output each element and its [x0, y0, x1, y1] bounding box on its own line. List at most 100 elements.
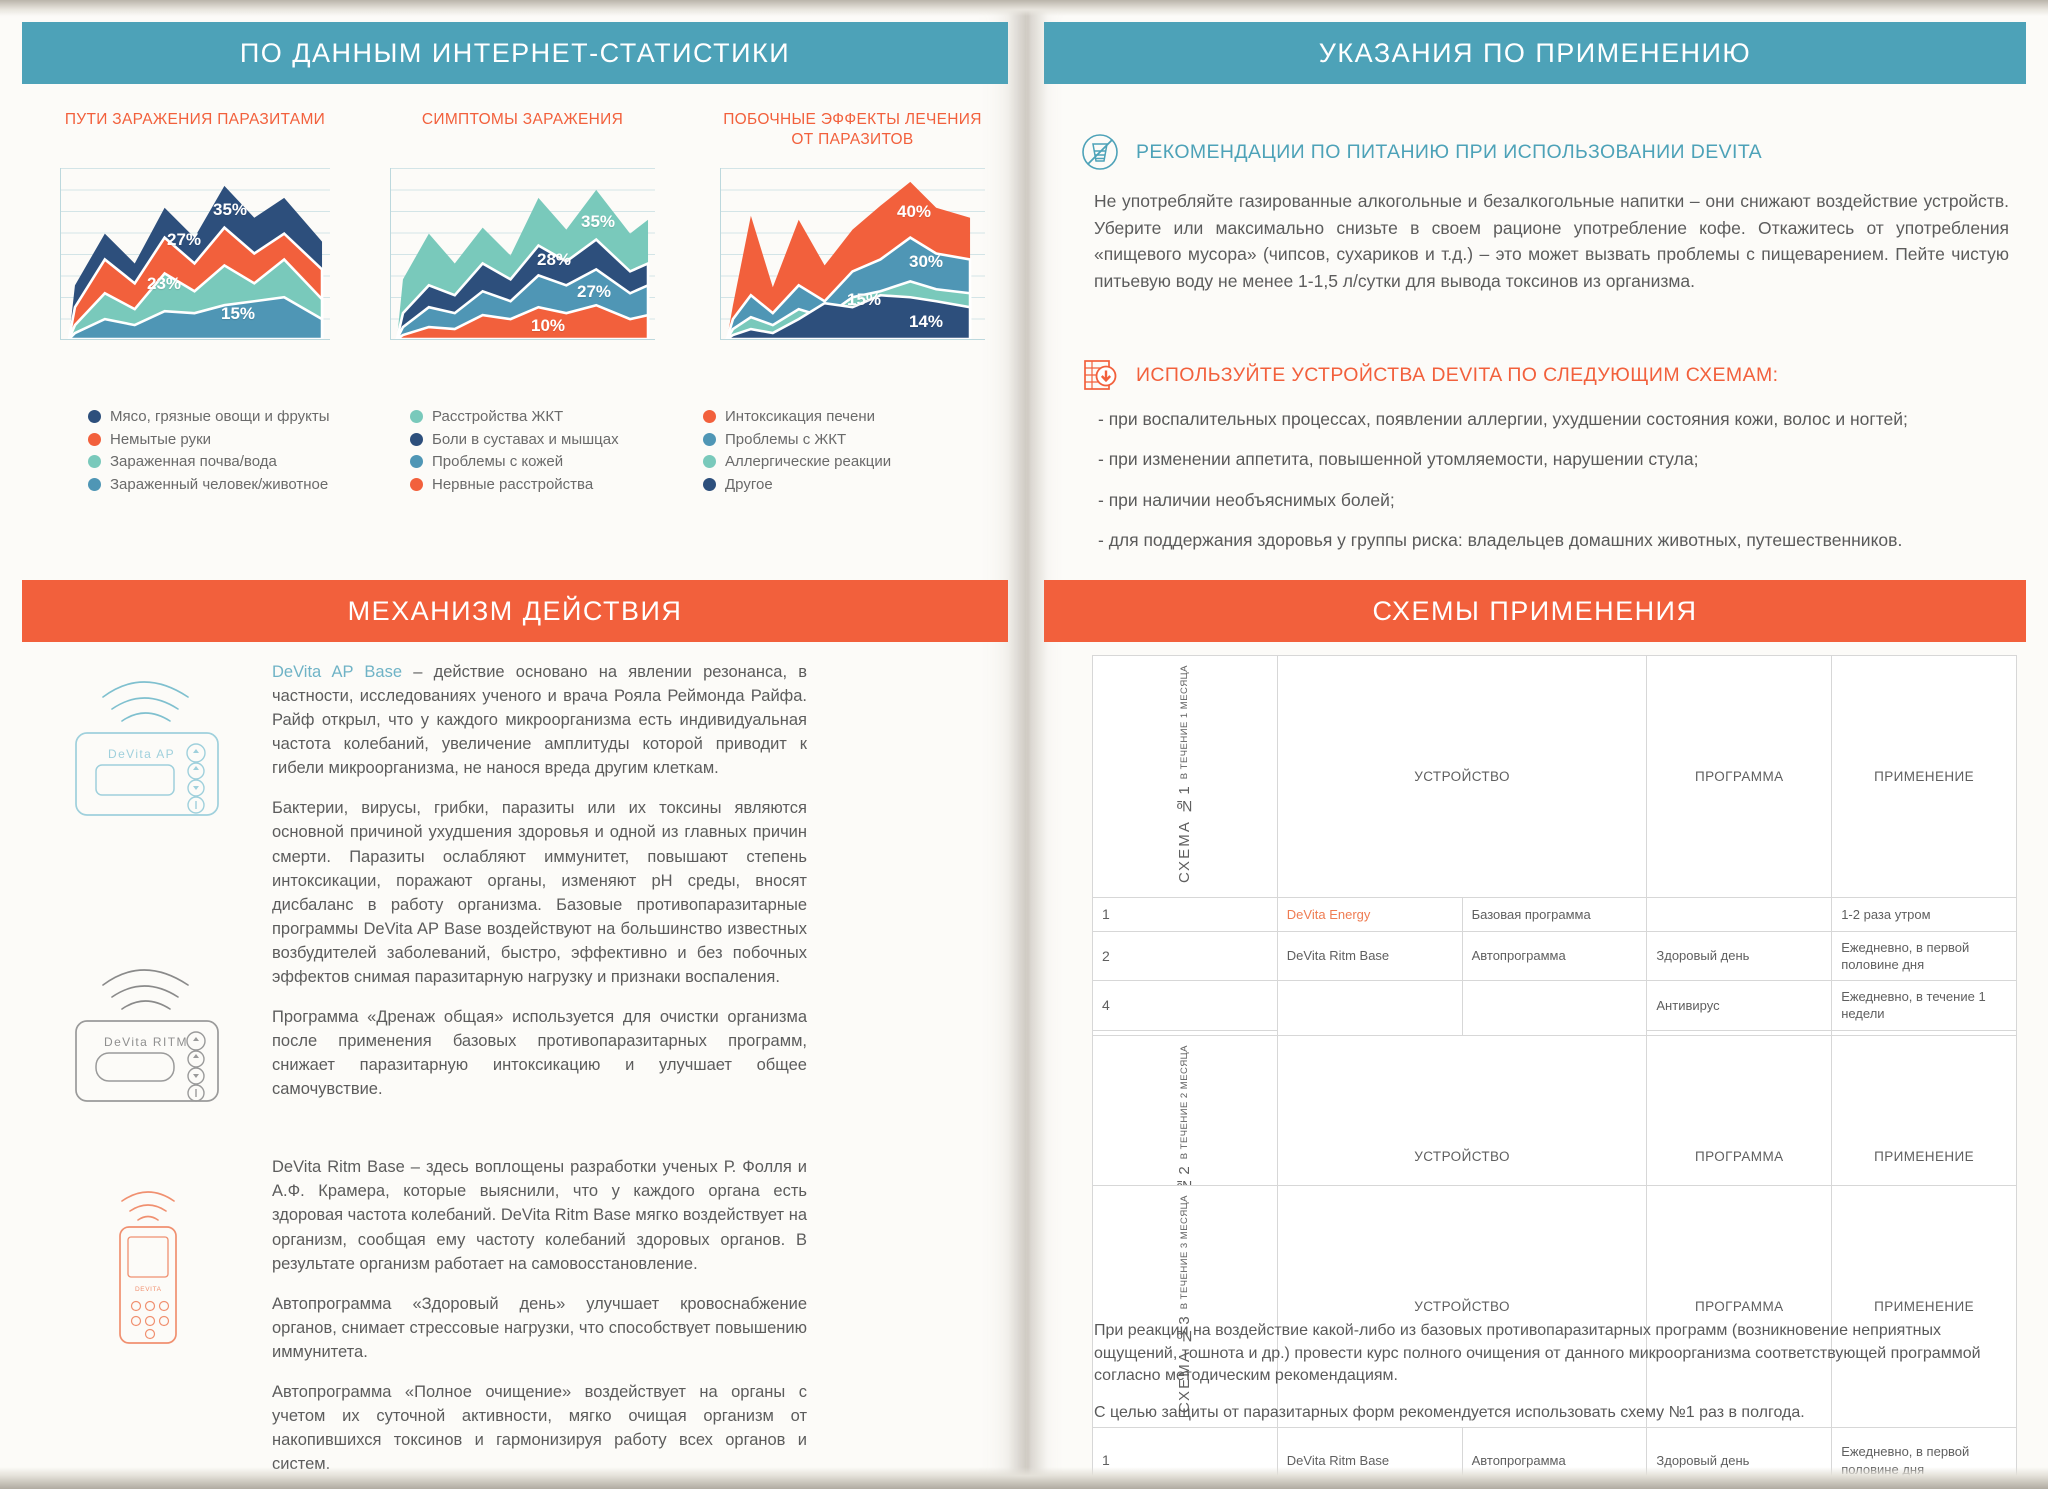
mechanism-body: DeVita AP Base – действие основано на яв… — [272, 660, 807, 1489]
legend-dot-icon — [88, 455, 101, 468]
row-program — [1646, 897, 1833, 932]
devita-energy-device-illustration: DEVITA — [88, 1175, 208, 1355]
banner-usage: УКАЗАНИЯ ПО ПРИМЕНЕНИЮ — [1044, 22, 2026, 84]
legend-label: Боли в суставах и мышцах — [432, 430, 619, 448]
chart-plot-area: 40% 30% 15% 14% — [720, 168, 985, 340]
legend-item: Проблемы с ЖКТ — [703, 431, 891, 448]
schedule-download-icon — [1080, 355, 1120, 395]
legend-item: Интоксикация печени — [703, 408, 891, 425]
legend-label: Мясо, грязные овощи и фрукты — [110, 408, 330, 425]
legend-item: Мясо, грязные овощи и фрукты — [88, 408, 330, 425]
chart-infection-routes: ПУТИ ЗАРАЖЕНИЯ ПАРАЗИТАМИ 35% 27% 23% 15… — [60, 110, 330, 340]
row-program: Антивирус — [1646, 980, 1833, 1031]
mechanism-paragraph-healthyday: Автопрограмма «Здоровый день» улучшает к… — [272, 1294, 807, 1361]
legend-item: Нервные расстройства — [410, 476, 619, 493]
legend-dot-icon — [88, 410, 101, 423]
legend-item: Проблемы с кожей — [410, 453, 619, 470]
footnote-paragraph: При реакции на воздействие какой-либо из… — [1094, 1322, 1981, 1385]
device-brand-text: DEVITA — [135, 1286, 162, 1293]
nutrition-paragraph: Не употребляйте газированные алкогольные… — [1094, 191, 2009, 291]
chart-areas — [67, 185, 324, 339]
row-number: 1 — [1092, 897, 1278, 932]
legend-item: Расстройства ЖКТ — [410, 408, 619, 425]
footnote-paragraph: С целью защиты от паразитарных форм реко… — [1094, 1404, 1805, 1422]
table-header-row: СХЕМА №1 В ТЕЧЕНИЕ 1 МЕСЯЦА УСТРОЙСТВО П… — [1092, 655, 2017, 898]
table-row: 1 DeVita Energy Базовая программа 1-2 ра… — [1092, 897, 2017, 932]
chart-plot-area: 35% 28% 27% 10% — [390, 168, 655, 340]
row-program-type: Базовая программа — [1461, 897, 1648, 932]
row-device: DeVita Energy — [1276, 897, 1463, 932]
legend-dot-icon — [703, 455, 716, 468]
schemes-footnote: При реакции на воздействие какой-либо из… — [1094, 1320, 2014, 1439]
device-brand-text: DeVita RITM — [104, 1035, 188, 1049]
legend-dot-icon — [410, 455, 423, 468]
row-apply: 1-2 раза утром — [1831, 897, 2017, 932]
row-apply: Ежедневно, в первой половине дня — [1831, 930, 2017, 982]
mechanism-paragraph-ritm: DeVita Ritm Base – здесь воплощены разра… — [272, 1158, 807, 1273]
usage-heading: ИСПОЛЬЗУЙТЕ УСТРОЙСТВА DEVITA ПО СЛЕДУЮЩ… — [1136, 363, 1779, 386]
usage-heading-row: ИСПОЛЬЗУЙТЕ УСТРОЙСТВА DEVITA ПО СЛЕДУЮЩ… — [1080, 355, 1778, 395]
legend-item: Другое — [703, 476, 891, 493]
chart-legends: Мясо, грязные овощи и фрукты Немытые рук… — [88, 408, 1008, 498]
banner-mechanism: МЕХАНИЗМ ДЕЙСТВИЯ — [22, 580, 1008, 642]
banner-statistics-label: ПО ДАННЫМ ИНТЕРНЕТ-СТАТИСТИКИ — [239, 37, 791, 68]
banner-schemes: СХЕМЫ ПРИМЕНЕНИЯ — [1044, 580, 2026, 642]
legend-label: Зараженная почва/вода — [110, 453, 277, 470]
legend-label: Интоксикация печени — [725, 408, 875, 425]
mechanism-paragraph-ap: DeVita AP Base – действие основано на яв… — [272, 660, 807, 780]
device-brand-text: DeVita AP — [108, 747, 175, 761]
legend-label: Расстройства ЖКТ — [432, 408, 564, 425]
col-device: УСТРОЙСТВО — [1276, 655, 1648, 898]
usage-list-item: - при наличии необъяснимых болей; — [1098, 489, 1395, 510]
legend-dot-icon — [410, 477, 423, 491]
mechanism-paragraph-bacteria: Бактерии, вирусы, грибки, паразиты или и… — [272, 799, 807, 986]
legend-label: Проблемы с кожей — [432, 453, 564, 470]
usage-list-item: - для поддержания здоровья у группы риск… — [1098, 530, 1903, 551]
banner-schemes-label: СХЕМЫ ПРИМЕНЕНИЯ — [1372, 595, 1698, 626]
legend-item: Аллергические реакции — [703, 453, 891, 470]
legend-dot-icon — [410, 410, 423, 423]
devita-ritm-device-illustration: DeVita RITM — [48, 935, 238, 1125]
legend-dot-icon — [410, 432, 423, 446]
usage-list-item: - при воспалительных процессах, появлени… — [1098, 409, 1908, 429]
schema-table-3: СХЕМА №3 В ТЕЧЕНИЕ 3 МЕСЯЦА УСТРОЙСТВО П… — [1092, 1185, 2017, 1489]
no-drink-icon — [1080, 132, 1120, 172]
legend-label: Проблемы с ЖКТ — [725, 430, 847, 448]
chart-title: ПУТИ ЗАРАЖЕНИЯ ПАРАЗИТАМИ — [64, 111, 326, 128]
row-number: 2 — [1092, 930, 1278, 982]
banner-statistics: ПО ДАННЫМ ИНТЕРНЕТ-СТАТИСТИКИ — [22, 22, 1008, 84]
legend-label: Зараженный человек/животное — [110, 475, 329, 493]
col-apply: ПРИМЕНЕНИЕ — [1831, 1185, 2017, 1428]
usage-list-item: - при изменении аппетита, повышенной уто… — [1098, 449, 1699, 470]
legend-item: Немытые руки — [88, 431, 330, 448]
nutrition-heading-row: РЕКОМЕНДАЦИИ ПО ПИТАНИЮ ПРИ ИСПОЛЬЗОВАНИ… — [1080, 132, 1762, 172]
col-program: ПРОГРАММА — [1646, 1185, 1833, 1428]
legend-infection-routes: Мясо, грязные овощи и фрукты Немытые рук… — [88, 408, 330, 498]
devita-ap-device-illustration: DeVita AP — [48, 645, 238, 835]
row-number: 4 — [1092, 980, 1278, 1031]
nutrition-body: Не употребляйте газированные алкогольные… — [1094, 188, 2009, 294]
row-apply: Ежедневно, в течение 1 недели — [1831, 980, 2017, 1031]
brand-name-devita-ap-base: DeVita AP Base — [272, 663, 403, 681]
legend-label: Другое — [725, 475, 773, 493]
legend-item: Зараженный человек/животное — [88, 476, 330, 493]
table-row: 4 DeVita AP Base Базовые противо-паразит… — [1092, 980, 2017, 1316]
nutrition-heading: РЕКОМЕНДАЦИИ ПО ПИТАНИЮ ПРИ ИСПОЛЬЗОВАНИ… — [1136, 140, 1763, 163]
legend-dot-icon — [703, 432, 716, 446]
legend-item: Боли в суставах и мышцах — [410, 431, 619, 448]
legend-label: Немытые руки — [110, 430, 212, 448]
col-program: ПРОГРАММА — [1646, 655, 1833, 898]
schema-1-label: СХЕМА №1 В ТЕЧЕНИЕ 1 МЕСЯЦА — [1092, 655, 1278, 898]
usage-indications-list: - при воспалительных процессах, появлени… — [1098, 407, 2013, 569]
row-program-type: Автопрограмма — [1461, 930, 1648, 982]
chart-title: СИМПТОМЫ ЗАРАЖЕНИЯ — [421, 111, 624, 128]
row-device: DeVita Ritm Base — [1276, 930, 1463, 982]
legend-dot-icon — [703, 410, 716, 423]
legend-label: Аллергические реакции — [725, 453, 892, 470]
chart-symptoms: СИМПТОМЫ ЗАРАЖЕНИЯ 35% 28% 27% 10% — [390, 110, 655, 340]
legend-symptoms: Расстройства ЖКТ Боли в суставах и мышца… — [410, 408, 619, 498]
legend-item: Зараженная почва/вода — [88, 453, 330, 470]
chart-areas — [394, 189, 650, 339]
mechanism-paragraph-text: – действие основано на явлении резонанса… — [272, 663, 807, 778]
